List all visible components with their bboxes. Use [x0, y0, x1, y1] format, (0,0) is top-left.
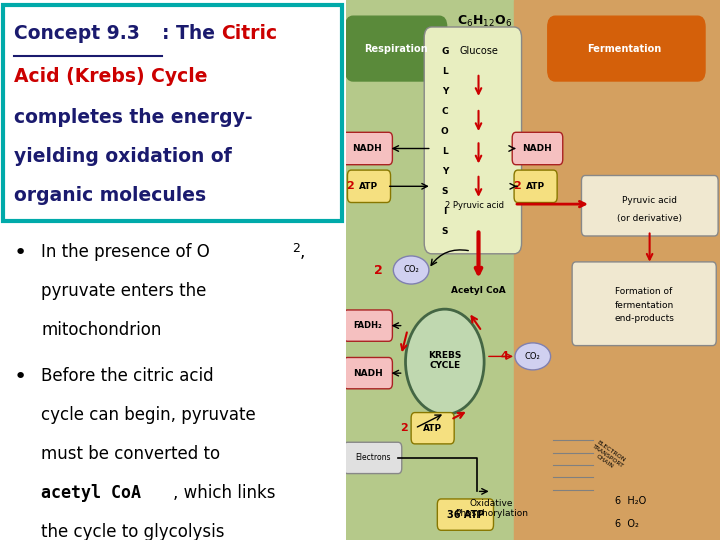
- Text: 2: 2: [292, 242, 300, 255]
- Text: ATP: ATP: [359, 182, 379, 191]
- Text: FADH₂: FADH₂: [354, 321, 382, 330]
- Text: In the presence of O: In the presence of O: [42, 243, 210, 261]
- Text: 6  H₂O: 6 H₂O: [615, 496, 647, 506]
- Text: fermentation: fermentation: [614, 301, 674, 309]
- Text: Acetyl CoA: Acetyl CoA: [451, 286, 506, 295]
- Text: ELECTRON
TRANSPORT
CHAIN: ELECTRON TRANSPORT CHAIN: [588, 439, 628, 474]
- Text: pyruvate enters the: pyruvate enters the: [42, 282, 207, 300]
- Ellipse shape: [405, 309, 484, 415]
- Text: Formation of: Formation of: [616, 287, 672, 296]
- Text: Citric: Citric: [221, 24, 277, 43]
- Text: acetyl CoA: acetyl CoA: [42, 484, 141, 502]
- FancyBboxPatch shape: [348, 170, 390, 202]
- Text: 2: 2: [374, 264, 383, 276]
- FancyBboxPatch shape: [437, 499, 493, 530]
- Text: 2: 2: [400, 423, 408, 433]
- Text: L: L: [442, 147, 448, 156]
- Text: , which links: , which links: [173, 484, 275, 502]
- FancyBboxPatch shape: [346, 16, 446, 81]
- Bar: [346, 0, 514, 540]
- Text: Before the citric acid: Before the citric acid: [42, 367, 214, 385]
- FancyBboxPatch shape: [343, 442, 402, 474]
- Text: C: C: [441, 107, 448, 116]
- FancyBboxPatch shape: [424, 27, 521, 254]
- FancyBboxPatch shape: [582, 176, 718, 236]
- FancyBboxPatch shape: [4, 5, 342, 221]
- Text: must be converted to: must be converted to: [42, 445, 220, 463]
- Text: completes the energy-: completes the energy-: [14, 108, 253, 127]
- Text: Concept 9.3: Concept 9.3: [14, 24, 140, 43]
- Text: NADH: NADH: [353, 144, 382, 153]
- Text: G: G: [441, 47, 449, 56]
- Text: Oxidative
Phosphorylation: Oxidative Phosphorylation: [455, 499, 528, 518]
- Text: mitochondrion: mitochondrion: [42, 321, 162, 339]
- Text: end-products: end-products: [614, 314, 674, 323]
- FancyBboxPatch shape: [342, 132, 392, 165]
- FancyBboxPatch shape: [514, 170, 557, 202]
- Text: (or derivative): (or derivative): [617, 214, 682, 223]
- Bar: [514, 0, 720, 540]
- Text: 2 Pyruvic acid: 2 Pyruvic acid: [445, 201, 504, 210]
- Text: Fermentation: Fermentation: [588, 44, 662, 53]
- Text: C$_6$H$_{12}$O$_6$: C$_6$H$_{12}$O$_6$: [456, 14, 512, 29]
- Text: NADH: NADH: [354, 369, 383, 377]
- Text: ATP: ATP: [423, 424, 442, 433]
- Text: ,: ,: [300, 243, 305, 261]
- Text: cycle can begin, pyruvate: cycle can begin, pyruvate: [42, 406, 256, 424]
- Text: O: O: [441, 127, 449, 136]
- Text: NADH: NADH: [523, 144, 552, 153]
- Text: the cycle to glycolysis: the cycle to glycolysis: [42, 523, 225, 540]
- FancyBboxPatch shape: [343, 357, 392, 389]
- Text: Pyruvic acid: Pyruvic acid: [622, 197, 677, 205]
- Text: Y: Y: [441, 167, 448, 176]
- Text: CO₂: CO₂: [403, 266, 419, 274]
- Text: •: •: [14, 367, 27, 387]
- Text: •: •: [14, 243, 27, 263]
- FancyBboxPatch shape: [411, 413, 454, 444]
- Text: Y: Y: [441, 87, 448, 96]
- Text: 2: 2: [346, 181, 354, 191]
- Text: 36 ATP: 36 ATP: [446, 510, 484, 519]
- Text: Acid (Krebs) Cycle: Acid (Krebs) Cycle: [14, 67, 207, 86]
- Text: organic molecules: organic molecules: [14, 186, 206, 205]
- Text: : The: : The: [163, 24, 222, 43]
- Text: 6  O₂: 6 O₂: [615, 519, 639, 529]
- Ellipse shape: [393, 256, 429, 284]
- Text: S: S: [441, 227, 448, 235]
- Text: yielding oxidation of: yielding oxidation of: [14, 147, 232, 166]
- Text: I: I: [443, 207, 446, 215]
- FancyBboxPatch shape: [343, 310, 392, 341]
- FancyBboxPatch shape: [548, 16, 705, 81]
- Text: 2: 2: [513, 181, 521, 191]
- Ellipse shape: [515, 343, 551, 370]
- Text: CO₂: CO₂: [525, 352, 541, 361]
- Text: Respiration: Respiration: [364, 44, 428, 53]
- Text: ATP: ATP: [526, 182, 545, 191]
- Text: S: S: [441, 187, 448, 195]
- FancyBboxPatch shape: [512, 132, 563, 165]
- Text: KREBS
CYCLE: KREBS CYCLE: [428, 351, 462, 370]
- FancyBboxPatch shape: [572, 262, 716, 346]
- Text: Electrons: Electrons: [355, 454, 390, 462]
- Text: L: L: [442, 67, 448, 76]
- Text: Glucose: Glucose: [459, 46, 498, 56]
- Text: 4: 4: [501, 352, 509, 361]
